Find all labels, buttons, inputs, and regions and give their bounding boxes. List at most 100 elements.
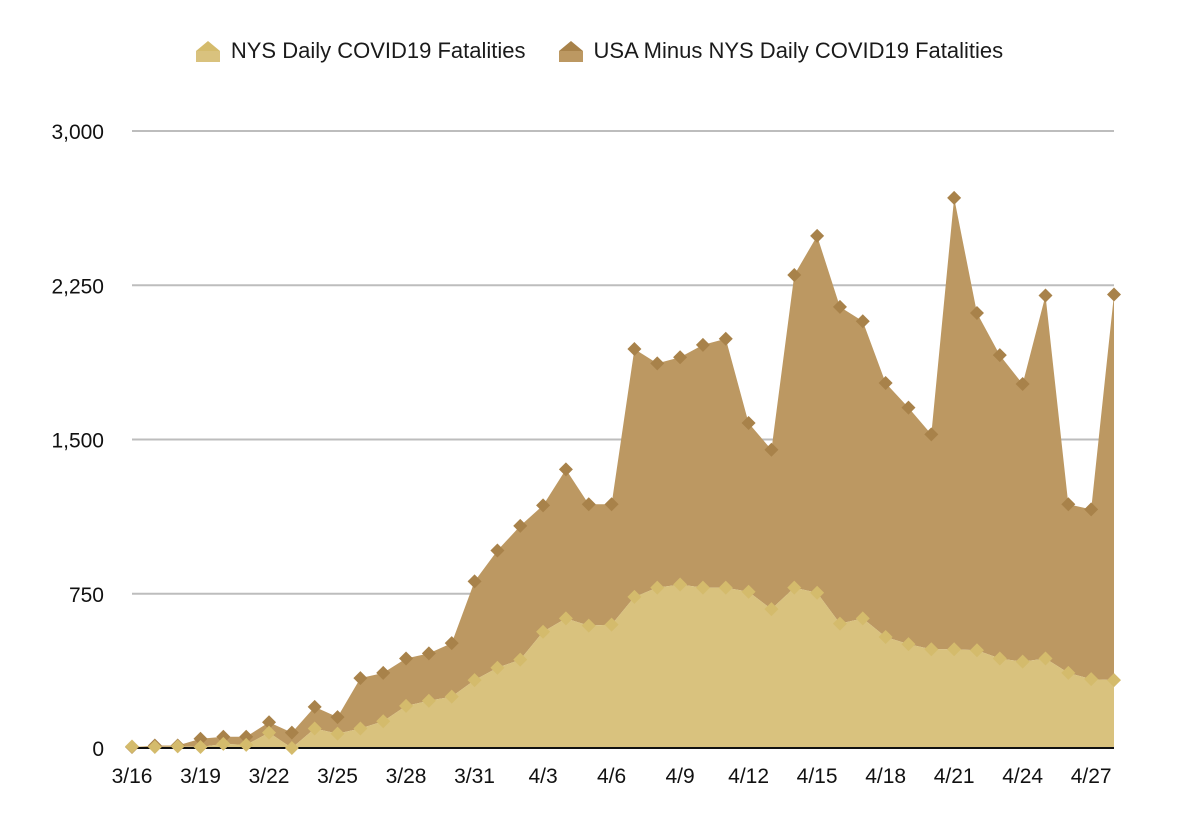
nys-point bbox=[604, 617, 619, 632]
x-tick-label: 4/6 bbox=[597, 765, 626, 788]
usa-minus-nys-point bbox=[558, 462, 573, 477]
usa-minus-nys-point bbox=[581, 497, 596, 512]
nys-point bbox=[262, 725, 277, 740]
nys-point bbox=[695, 580, 710, 595]
nys-point bbox=[947, 642, 962, 657]
nys-point bbox=[239, 737, 254, 752]
usa-minus-nys-point bbox=[695, 337, 710, 352]
nys-area bbox=[132, 584, 1114, 748]
nys-point bbox=[1015, 654, 1030, 669]
usa-minus-nys-point bbox=[216, 729, 231, 744]
nys-point bbox=[1107, 673, 1121, 688]
x-tick-label: 3/25 bbox=[317, 765, 358, 788]
usa-minus-nys-point bbox=[604, 497, 619, 512]
x-tick-label: 4/24 bbox=[1002, 765, 1043, 788]
usa-minus-nys-point bbox=[307, 699, 322, 714]
usa-legend-swatch-icon bbox=[558, 41, 583, 62]
x-tick-label: 3/28 bbox=[386, 765, 427, 788]
usa-minus-nys-point bbox=[1084, 502, 1099, 517]
usa-minus-nys-point bbox=[262, 715, 277, 730]
legend-label-nys: NYS Daily COVID19 Fatalities bbox=[230, 38, 526, 63]
nys-point bbox=[650, 580, 665, 595]
usa-minus-nys-point bbox=[787, 267, 802, 282]
nys-point bbox=[284, 741, 299, 755]
nys-point bbox=[467, 673, 482, 688]
nys-point bbox=[1084, 672, 1099, 687]
nys-point bbox=[901, 637, 916, 652]
usa-minus-nys-point bbox=[421, 646, 436, 661]
legend-item-usa-minus-nys: USA Minus NYS Daily COVID19 Fatalities bbox=[558, 38, 1004, 64]
nys-point bbox=[969, 643, 984, 658]
usa-minus-nys-point bbox=[513, 518, 528, 533]
usa-minus-nys-point bbox=[992, 348, 1007, 363]
nys-point bbox=[673, 577, 688, 592]
nys-point bbox=[718, 580, 733, 595]
nys-point bbox=[787, 580, 802, 595]
nys-point bbox=[490, 660, 505, 675]
usa-minus-nys-point bbox=[193, 731, 208, 746]
nys-point bbox=[810, 585, 825, 600]
nys-point bbox=[421, 693, 436, 708]
nys-point bbox=[444, 689, 459, 704]
nys-point bbox=[147, 739, 162, 754]
x-tick-label: 3/22 bbox=[249, 765, 290, 788]
nys-point bbox=[558, 611, 573, 626]
nys-point bbox=[627, 589, 642, 604]
nys-point bbox=[376, 714, 391, 729]
nys-point bbox=[878, 629, 893, 644]
y-tick-label: 2,250 bbox=[51, 275, 104, 298]
usa-minus-nys-point bbox=[969, 306, 984, 321]
usa-minus-nys-point bbox=[399, 651, 414, 666]
usa-minus-nys-point bbox=[1061, 497, 1076, 512]
x-tick-label: 4/12 bbox=[728, 765, 769, 788]
usa-minus-nys-point bbox=[924, 427, 939, 442]
x-tick-label: 4/15 bbox=[797, 765, 838, 788]
usa-minus-nys-point bbox=[490, 543, 505, 558]
usa-minus-nys-point bbox=[901, 400, 916, 415]
x-tick-label: 3/31 bbox=[454, 765, 495, 788]
usa-minus-nys-point bbox=[718, 331, 733, 346]
y-tick-label: 1,500 bbox=[51, 430, 104, 453]
nys-point bbox=[832, 616, 847, 631]
usa-minus-nys-point bbox=[1038, 288, 1053, 303]
legend-label-usa-minus-nys: USA Minus NYS Daily COVID19 Fatalities bbox=[593, 38, 1004, 63]
usa-minus-nys-point bbox=[1107, 287, 1121, 302]
legend: NYS Daily COVID19 Fatalities USA Minus N… bbox=[0, 38, 1198, 64]
nys-point bbox=[741, 584, 756, 599]
nys-point bbox=[307, 721, 322, 736]
usa-minus-nys-point bbox=[832, 299, 847, 314]
legend-item-nys: NYS Daily COVID19 Fatalities bbox=[195, 38, 526, 64]
nys-point bbox=[330, 726, 345, 741]
nys-point bbox=[924, 642, 939, 657]
usa-minus-nys-point bbox=[947, 190, 962, 205]
nys-point bbox=[125, 739, 139, 754]
x-tick-label: 4/27 bbox=[1071, 765, 1112, 788]
usa-minus-nys-point bbox=[878, 375, 893, 390]
nys-point bbox=[1038, 651, 1053, 666]
nys-point bbox=[513, 652, 528, 667]
nys-point bbox=[216, 736, 231, 751]
nys-point bbox=[764, 602, 779, 617]
x-tick-label: 3/19 bbox=[180, 765, 221, 788]
usa-minus-nys-point bbox=[284, 725, 299, 740]
nys-point bbox=[170, 739, 185, 754]
nys-point bbox=[193, 739, 208, 754]
usa-minus-nys-point bbox=[741, 416, 756, 431]
usa-minus-nys-point bbox=[627, 342, 642, 357]
x-tick-label: 4/3 bbox=[528, 765, 557, 788]
x-tick-label: 4/18 bbox=[865, 765, 906, 788]
usa-minus-nys-point bbox=[467, 574, 482, 589]
y-tick-label: 3,000 bbox=[51, 121, 104, 144]
usa-minus-nys-point bbox=[855, 314, 870, 329]
usa-minus-nys-point bbox=[673, 350, 688, 365]
x-tick-label: 3/16 bbox=[112, 765, 153, 788]
usa-minus-nys-point bbox=[330, 710, 345, 725]
y-tick-label: 750 bbox=[69, 584, 104, 607]
usa-minus-nys-point bbox=[810, 228, 825, 243]
nys-point bbox=[992, 651, 1007, 666]
nys-point bbox=[399, 698, 414, 713]
y-tick-label: 0 bbox=[92, 738, 104, 761]
usa-minus-nys-point bbox=[764, 442, 779, 457]
usa-minus-nys-area bbox=[132, 197, 1114, 748]
